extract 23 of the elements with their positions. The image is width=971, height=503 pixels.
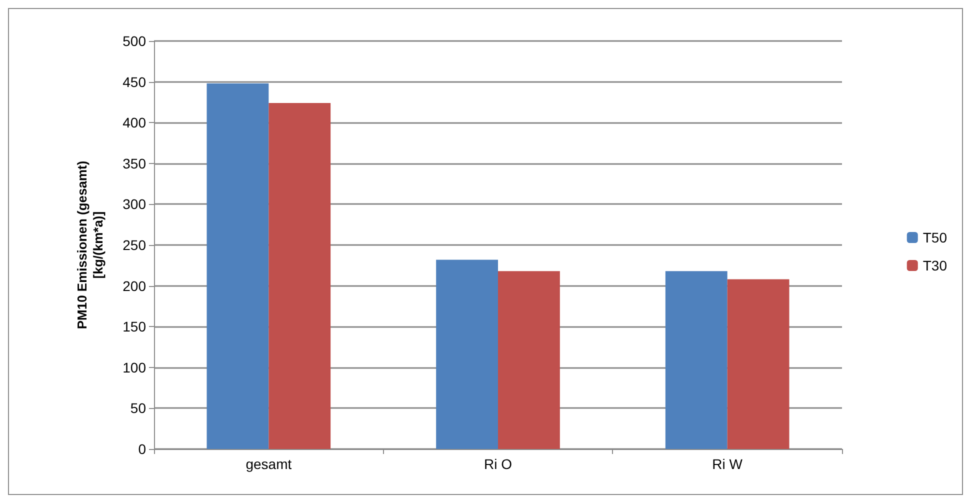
y-axis-title: PM10 Emissionen (gesamt) [kg/(km*a)] <box>74 160 106 330</box>
y-tick-label: 400 <box>122 114 146 131</box>
bar <box>436 260 498 449</box>
y-tick-label: 150 <box>122 318 146 335</box>
y-tick-label: 100 <box>122 359 146 376</box>
bar <box>206 83 269 449</box>
bar <box>498 271 560 449</box>
legend-label: T50 <box>922 230 948 246</box>
y-tick-label: 450 <box>122 74 146 90</box>
bar <box>268 103 331 449</box>
y-tick-label: 500 <box>122 33 146 49</box>
bar <box>727 279 790 449</box>
legend-label: T30 <box>922 258 948 274</box>
y-tick-label: 200 <box>122 278 146 294</box>
x-tick-label: Ri O <box>484 456 512 472</box>
y-tick-label: 350 <box>122 155 146 172</box>
y-tick-label: 300 <box>122 196 146 212</box>
y-tick-label: 50 <box>130 400 146 416</box>
x-tick-label: Ri W <box>712 456 744 472</box>
y-tick-label: 0 <box>138 441 146 457</box>
bar <box>665 271 728 449</box>
x-tick-label: gesamt <box>246 456 292 472</box>
y-tick-label: 250 <box>122 237 146 253</box>
